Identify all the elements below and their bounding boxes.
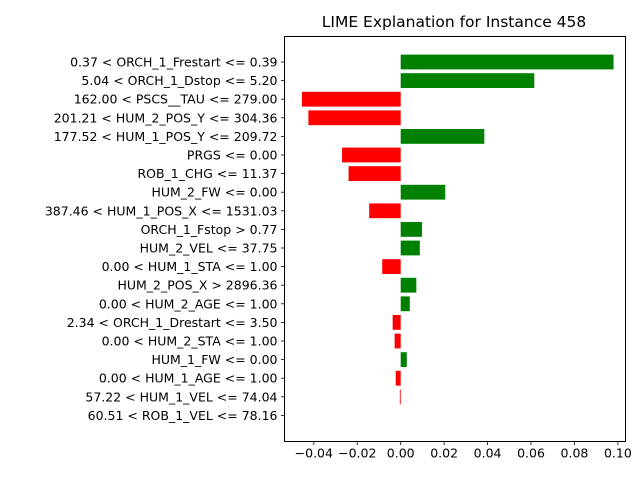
y-tick-label-16: HUM_1_FW <= 0.00 — [151, 352, 277, 367]
bar-5 — [342, 147, 401, 163]
bar-9 — [400, 222, 422, 237]
bar-12 — [400, 277, 417, 293]
y-tick-label-5: PRGS <= 0.00 — [187, 148, 278, 163]
bar-0 — [400, 54, 614, 70]
bar-7 — [400, 184, 446, 200]
y-tick-label-17: 0.00 < HUM_1_AGE <= 1.00 — [99, 371, 278, 386]
x-ticks: −0.04 −0.02 0.00 0.02 0.04 0.06 0.08 0.10 — [295, 441, 632, 461]
bar-11 — [382, 259, 401, 274]
bar-18 — [399, 389, 401, 405]
x-tick-label-4: 0.04 — [474, 446, 502, 461]
y-tick-label-3: 201.21 < HUM_2_POS_Y <= 304.36 — [54, 110, 278, 125]
y-tick-label-2: 162.00 < PSCS__TAU <= 279.00 — [74, 92, 278, 107]
y-tick-label-8: 387.46 < HUM_1_POS_X <= 1531.03 — [45, 203, 278, 218]
x-tick-label-2: 0.00 — [387, 446, 415, 461]
y-tick-label-14: 2.34 < ORCH_1_Drestart <= 3.50 — [67, 315, 278, 330]
y-tick-label-19: 60.51 < ROB_1_VEL <= 78.16 — [88, 408, 278, 423]
x-tick-label-7: 0.10 — [604, 446, 632, 461]
bar-17 — [395, 370, 401, 386]
y-tick-label-4: 177.52 < HUM_1_POS_Y <= 209.72 — [54, 129, 278, 144]
chart-title: LIME Explanation for Instance 458 — [322, 13, 587, 31]
x-tick-label-1: −0.02 — [338, 446, 376, 461]
x-tick-label-0: −0.04 — [295, 446, 333, 461]
bar-14 — [392, 315, 401, 330]
y-tick-labels: 0.37 < ORCH_1_Frestart <= 0.39 5.04 < ORC… — [45, 55, 285, 423]
bar-2 — [301, 91, 401, 107]
bar-16 — [400, 352, 407, 367]
y-tick-label-12: HUM_2_POS_X > 2896.36 — [117, 278, 277, 293]
y-tick-label-9: ORCH_1_Fstop > 0.77 — [141, 222, 278, 237]
y-tick-label-18: 57.22 < HUM_1_VEL <= 74.04 — [85, 389, 277, 404]
y-tick-label-11: 0.00 < HUM_1_STA <= 1.00 — [102, 259, 278, 274]
bars-group — [301, 54, 614, 405]
bar-6 — [348, 166, 401, 181]
bar-10 — [400, 240, 420, 256]
x-tick-label-6: 0.08 — [561, 446, 589, 461]
y-tick-label-0: 0.37 < ORCH_1_Frestart <= 0.39 — [70, 55, 277, 70]
bar-1 — [400, 73, 535, 88]
x-tick-label-3: 0.02 — [430, 446, 458, 461]
y-tick-label-13: 0.00 < HUM_2_AGE <= 1.00 — [99, 296, 278, 311]
bar-3 — [308, 110, 401, 126]
y-tick-label-6: ROB_1_CHG <= 11.37 — [137, 166, 277, 181]
y-tick-label-7: HUM_2_FW <= 0.00 — [151, 185, 277, 200]
y-tick-label-15: 0.00 < HUM_2_STA <= 1.00 — [102, 334, 278, 349]
y-tick-label-10: HUM_2_VEL <= 37.75 — [140, 241, 278, 256]
bar-15 — [394, 333, 401, 349]
bar-8 — [369, 203, 401, 219]
bar-4 — [400, 129, 485, 144]
plot-frame — [284, 36, 626, 442]
x-tick-label-5: 0.06 — [517, 446, 545, 461]
bar-13 — [400, 296, 410, 312]
y-tick-label-1: 5.04 < ORCH_1_Dstop <= 5.20 — [81, 73, 277, 88]
